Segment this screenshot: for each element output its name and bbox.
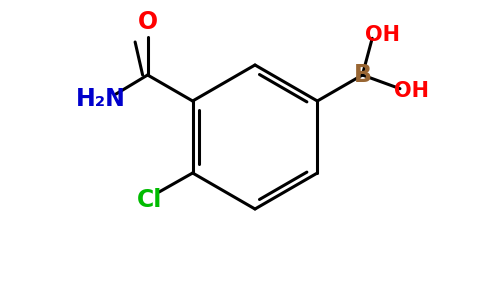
Text: H₂N: H₂N (76, 87, 126, 111)
Text: Cl: Cl (136, 188, 162, 212)
Text: O: O (137, 10, 158, 34)
Text: B: B (353, 63, 371, 87)
Text: OH: OH (394, 81, 429, 101)
Text: OH: OH (365, 25, 400, 45)
